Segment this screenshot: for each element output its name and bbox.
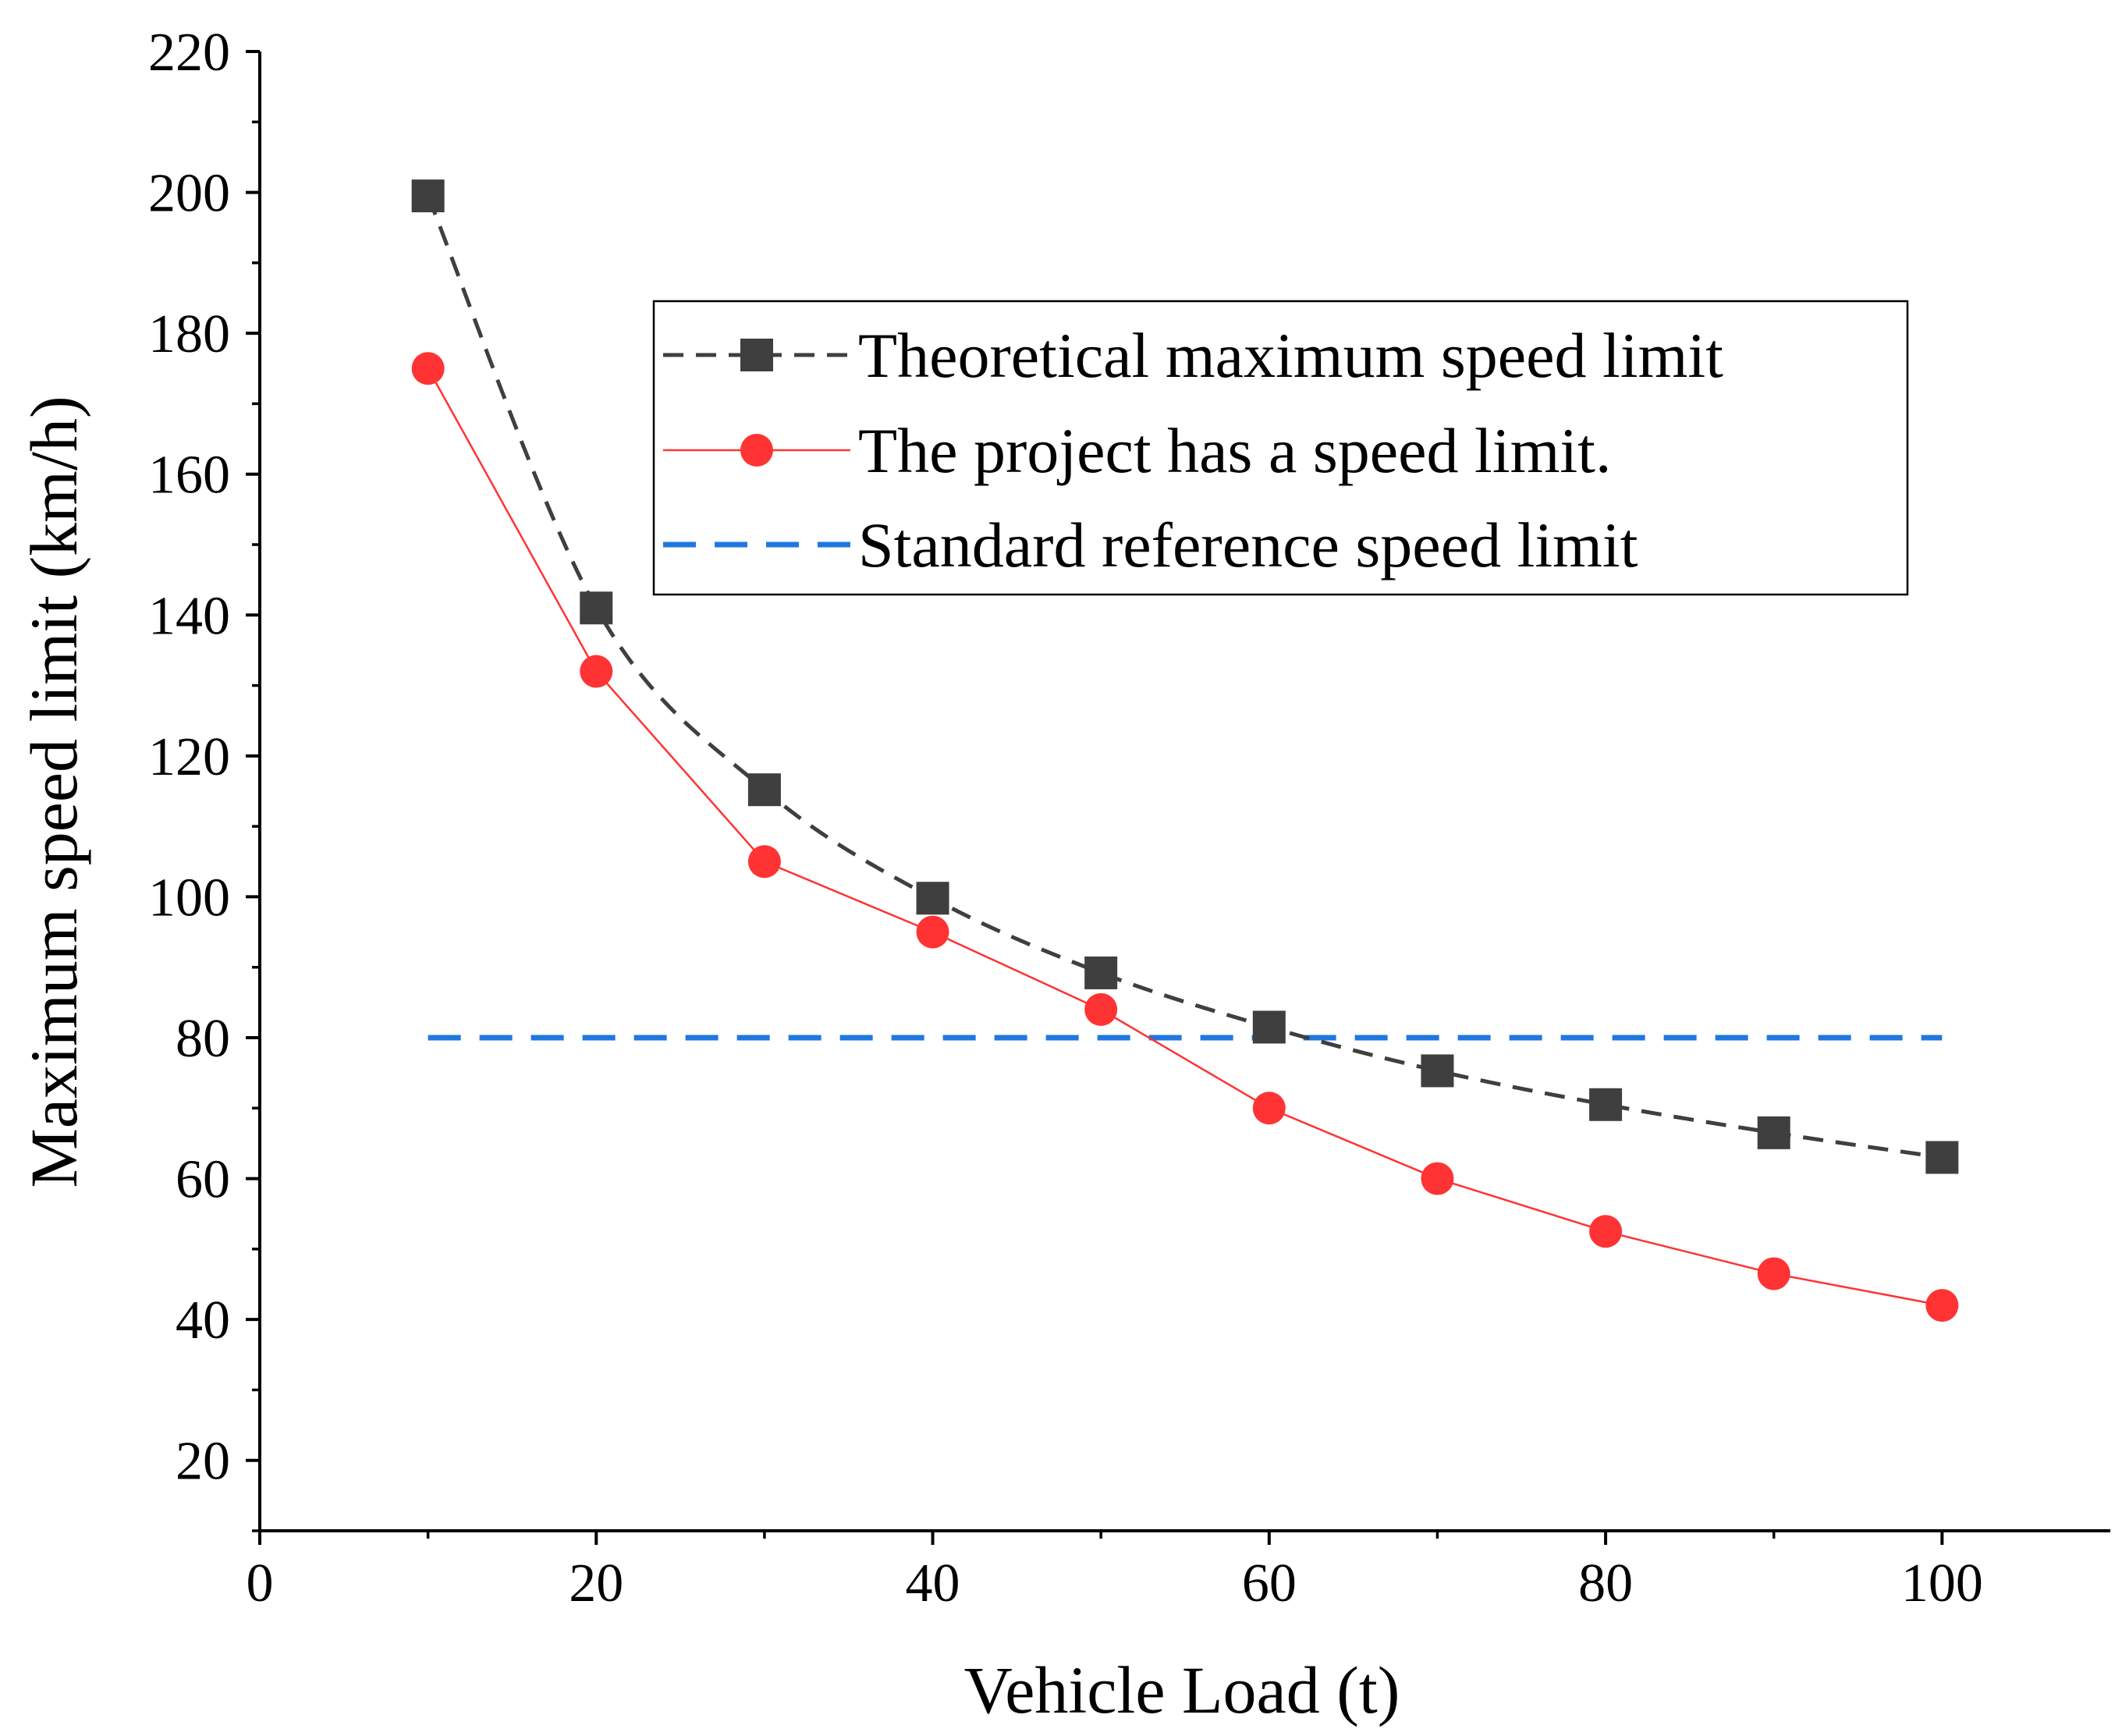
- y-tick-label: 220: [148, 23, 230, 83]
- project-point: [747, 845, 781, 879]
- project-point: [1421, 1162, 1454, 1195]
- legend-label-standard: Standard reference speed limit: [858, 509, 1638, 580]
- x-tick-label: 100: [1901, 1553, 1983, 1614]
- y-tick-label: 80: [176, 1009, 230, 1069]
- project-point: [1925, 1289, 1959, 1322]
- x-tick-label: 40: [906, 1553, 960, 1614]
- y-tick-label: 160: [148, 446, 230, 506]
- theoretical-point: [1421, 1054, 1454, 1088]
- legend-marker-theoretical: [740, 339, 773, 371]
- axes: 0 20 40 60 80 100 20 40 60 80 100 120 140 160 180 200 22…: [148, 23, 2110, 1614]
- project-point: [1084, 992, 1118, 1026]
- x-axis-label: Vehicle Load (t): [964, 1653, 1400, 1727]
- theoretical-point: [916, 882, 949, 915]
- y-tick-label: 180: [148, 304, 230, 364]
- legend-label-theoretical: Theoretical maximum speed limit: [858, 320, 1723, 391]
- x-tick-label: 0: [247, 1553, 274, 1614]
- theoretical-point: [580, 591, 613, 625]
- project-point: [916, 915, 949, 949]
- project-point: [1252, 1092, 1286, 1125]
- x-tick-label: 20: [569, 1553, 623, 1614]
- theoretical-point: [1757, 1116, 1790, 1149]
- legend: Theoretical maximum speed limit The proje…: [652, 300, 1909, 596]
- project-point: [580, 655, 613, 688]
- x-tick-label: 80: [1578, 1553, 1633, 1614]
- y-tick-label: 40: [176, 1290, 230, 1351]
- y-tick-label: 200: [148, 164, 230, 224]
- y-tick-label: 60: [176, 1150, 230, 1210]
- legend-box: [652, 300, 1909, 596]
- plot-area: [411, 179, 1959, 1322]
- legend-label-project: The project has a speed limit.: [858, 415, 1611, 486]
- project-point: [1589, 1215, 1623, 1248]
- project-point: [411, 352, 445, 385]
- series-project-line: [427, 367, 1943, 1307]
- theoretical-point: [1252, 1010, 1286, 1044]
- y-tick-label: 20: [176, 1432, 230, 1492]
- theoretical-point: [1925, 1141, 1959, 1174]
- project-point: [1757, 1257, 1790, 1290]
- x-tick-label: 60: [1242, 1553, 1297, 1614]
- y-axis-label: Maximum speed limit (km/h): [16, 396, 91, 1188]
- legend-marker-project: [740, 434, 773, 467]
- y-tick-label: 100: [148, 868, 230, 928]
- series-theoretical-line: [426, 195, 1943, 1159]
- y-tick-label: 140: [148, 586, 230, 646]
- theoretical-point: [1589, 1088, 1623, 1121]
- y-tick-label: 120: [148, 727, 230, 787]
- theoretical-point: [411, 179, 445, 213]
- theoretical-point: [1084, 956, 1118, 989]
- theoretical-point: [747, 773, 781, 807]
